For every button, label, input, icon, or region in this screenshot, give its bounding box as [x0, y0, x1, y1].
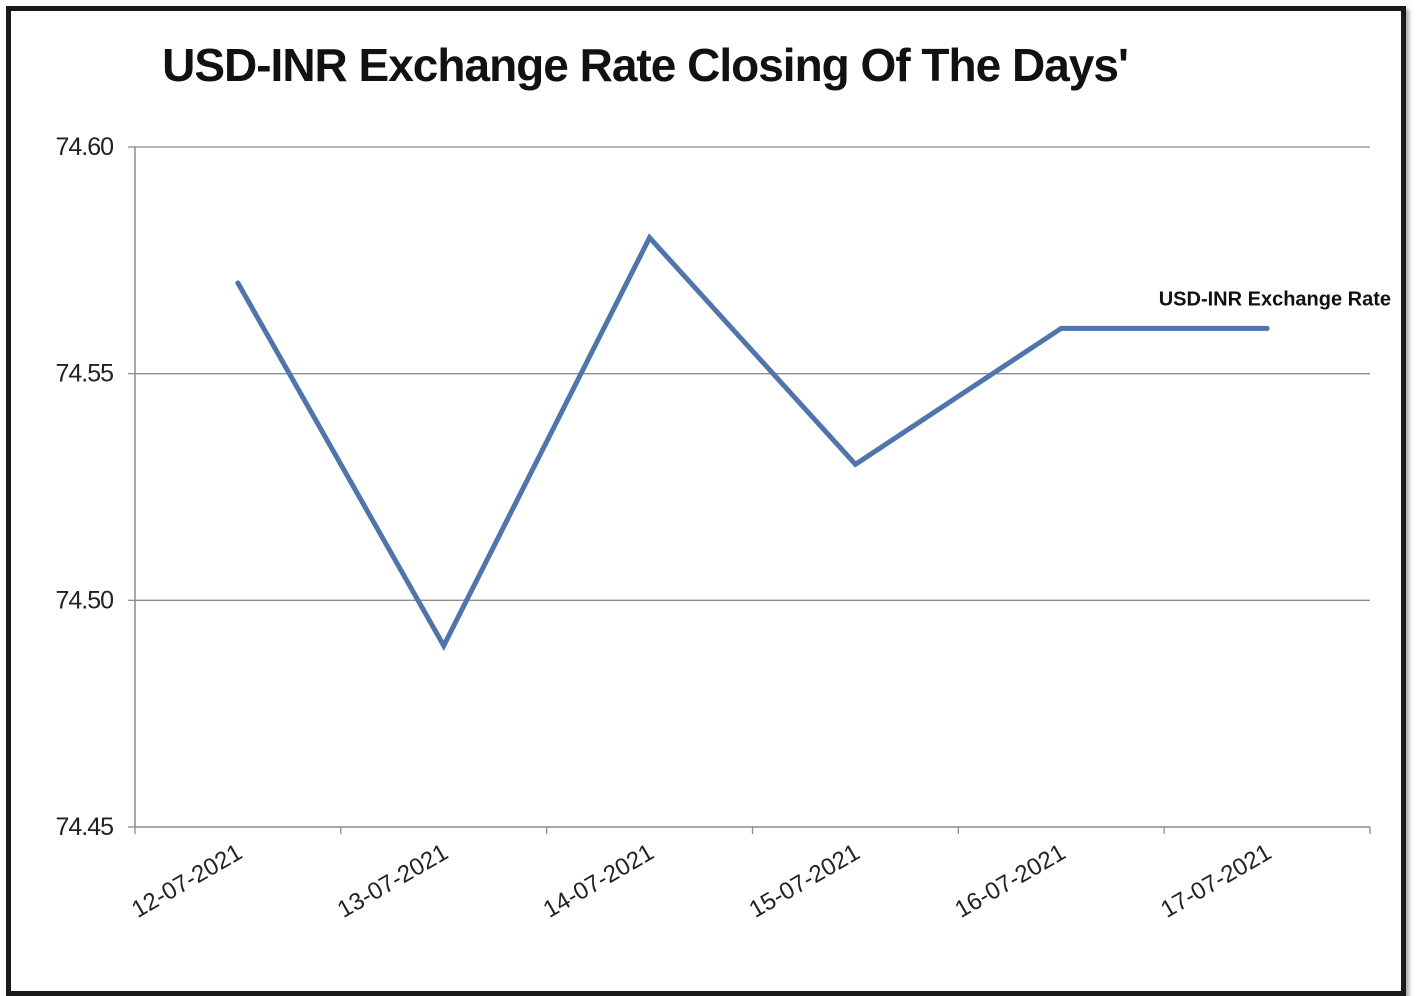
- y-tick-label-1: 74.50: [55, 586, 113, 614]
- data-point-0-5: [1264, 325, 1270, 331]
- data-point-0-1: [441, 643, 447, 649]
- data-point-0-3: [852, 461, 858, 467]
- x-tick-label-0: 12-07-2021: [127, 839, 247, 924]
- y-tick-label-2: 74.55: [55, 360, 113, 388]
- data-point-0-2: [647, 235, 653, 241]
- y-tick-label-0: 74.45: [55, 813, 113, 841]
- x-tick-label-1: 13-07-2021: [333, 839, 453, 924]
- data-point-0-4: [1058, 325, 1064, 331]
- chart-title: USD-INR Exchange Rate Closing Of The Day…: [162, 39, 1129, 91]
- y-tick-label-3: 74.60: [55, 133, 113, 161]
- series-label-0: USD-INR Exchange Rate: [1159, 288, 1391, 310]
- series-line-0: [235, 233, 1270, 651]
- data-point-0-0: [235, 280, 241, 286]
- x-tick-label-3: 15-07-2021: [745, 839, 865, 924]
- x-tick-label-2: 14-07-2021: [539, 839, 659, 924]
- x-tick-label-4: 16-07-2021: [950, 839, 1070, 924]
- x-tick-label-5: 17-07-2021: [1156, 839, 1276, 924]
